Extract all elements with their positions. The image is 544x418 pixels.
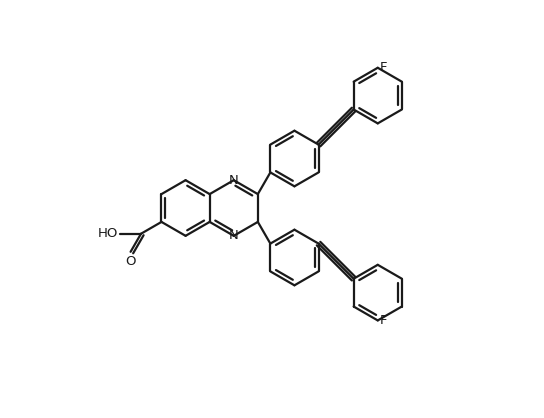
Text: O: O <box>125 255 136 268</box>
Text: F: F <box>380 61 387 74</box>
Text: HO: HO <box>98 227 118 240</box>
Text: F: F <box>380 314 387 327</box>
Text: N: N <box>229 229 239 242</box>
Text: N: N <box>229 174 239 187</box>
